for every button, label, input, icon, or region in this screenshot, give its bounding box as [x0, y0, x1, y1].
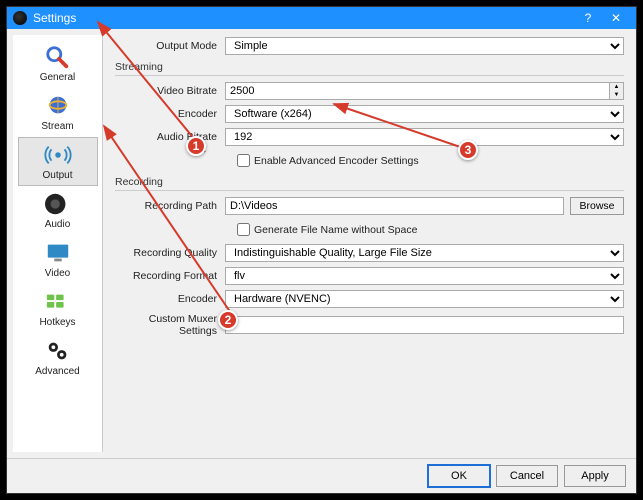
globe-icon — [43, 93, 73, 119]
footer: OK Cancel Apply — [7, 458, 636, 493]
sidebar-item-output[interactable]: Output — [18, 137, 98, 186]
sidebar-item-stream[interactable]: Stream — [18, 88, 98, 137]
sidebar-item-advanced[interactable]: Advanced — [18, 333, 98, 382]
sidebar-item-label: Hotkeys — [39, 317, 75, 328]
row-adv-encoder-checkbox: Enable Advanced Encoder Settings — [233, 151, 624, 170]
stream-encoder-label: Encoder — [115, 108, 225, 120]
cancel-button[interactable]: Cancel — [496, 465, 558, 487]
browse-button[interactable]: Browse — [570, 197, 624, 215]
row-recording-format: Recording Format flv — [115, 267, 624, 285]
recording-encoder-select[interactable]: Hardware (NVENC) — [225, 290, 624, 308]
recording-encoder-label: Encoder — [115, 293, 225, 305]
adv-encoder-checkbox[interactable] — [237, 154, 250, 167]
gears-icon — [43, 338, 73, 364]
row-gen-filename-checkbox: Generate File Name without Space — [233, 220, 624, 239]
spin-buttons[interactable]: ▲ ▼ — [610, 82, 624, 100]
stream-encoder-select[interactable]: Software (x264) — [225, 105, 624, 123]
adv-encoder-checkbox-label: Enable Advanced Encoder Settings — [254, 155, 419, 167]
sidebar-item-hotkeys[interactable]: Hotkeys — [18, 284, 98, 333]
audio-bitrate-label: Audio Bitrate — [115, 131, 225, 143]
recording-format-select[interactable]: flv — [225, 267, 624, 285]
annotation-callout: 2 — [218, 310, 238, 330]
audio-bitrate-select[interactable]: 192 — [225, 128, 624, 146]
row-stream-encoder: Encoder Software (x264) — [115, 105, 624, 123]
sidebar-item-audio[interactable]: Audio — [18, 186, 98, 235]
recording-quality-select[interactable]: Indistinguishable Quality, Large File Si… — [225, 244, 624, 262]
video-bitrate-label: Video Bitrate — [115, 85, 225, 97]
content-pane: Output Mode Simple Streaming Video Bitra… — [103, 29, 636, 458]
sidebar-item-video[interactable]: Video — [18, 235, 98, 284]
body-area: General Stream — [7, 29, 636, 458]
sidebar-item-label: General — [40, 72, 76, 83]
app-icon — [13, 11, 27, 25]
help-button[interactable]: ? — [574, 11, 602, 25]
apply-button[interactable]: Apply — [564, 465, 626, 487]
annotation-callout: 1 — [186, 136, 206, 156]
window-title: Settings — [33, 11, 574, 25]
row-recording-quality: Recording Quality Indistinguishable Qual… — [115, 244, 624, 262]
video-bitrate-input[interactable] — [225, 82, 610, 100]
speaker-icon — [43, 191, 73, 217]
recording-path-input[interactable] — [225, 197, 564, 215]
sidebar-item-label: Advanced — [35, 366, 79, 377]
recording-path-label: Recording Path — [115, 200, 225, 212]
ok-button[interactable]: OK — [428, 465, 490, 487]
broadcast-icon — [43, 142, 73, 168]
keyboard-icon — [43, 289, 73, 315]
outer-frame: Settings ? ✕ General — [0, 0, 643, 500]
close-button[interactable]: ✕ — [602, 11, 630, 25]
gen-filename-checkbox[interactable] — [237, 223, 250, 236]
sidebar-item-label: Output — [42, 170, 72, 181]
search-gear-icon — [43, 44, 73, 70]
output-mode-select[interactable]: Simple — [225, 37, 624, 55]
titlebar: Settings ? ✕ — [7, 7, 636, 29]
row-recording-encoder: Encoder Hardware (NVENC) — [115, 290, 624, 308]
row-video-bitrate: Video Bitrate ▲ ▼ — [115, 82, 624, 100]
recording-format-label: Recording Format — [115, 270, 225, 282]
spin-down-icon[interactable]: ▼ — [610, 91, 623, 99]
streaming-group-label: Streaming — [115, 61, 624, 76]
sidebar-item-general[interactable]: General — [18, 39, 98, 88]
recording-group-label: Recording — [115, 176, 624, 191]
sidebar-item-label: Audio — [45, 219, 71, 230]
row-muxer: Custom Muxer Settings — [115, 313, 624, 337]
annotation-callout: 3 — [458, 140, 478, 160]
muxer-input[interactable] — [225, 316, 624, 334]
recording-quality-label: Recording Quality — [115, 247, 225, 259]
sidebar-item-label: Video — [45, 268, 70, 279]
row-recording-path: Recording Path Browse — [115, 197, 624, 215]
monitor-icon — [43, 240, 73, 266]
video-bitrate-spin[interactable]: ▲ ▼ — [225, 82, 624, 100]
spin-up-icon[interactable]: ▲ — [610, 83, 623, 91]
output-mode-label: Output Mode — [115, 40, 225, 52]
sidebar: General Stream — [13, 35, 103, 452]
row-output-mode: Output Mode Simple — [115, 37, 624, 55]
muxer-label: Custom Muxer Settings — [115, 313, 225, 337]
gen-filename-checkbox-label: Generate File Name without Space — [254, 224, 417, 236]
settings-window: Settings ? ✕ General — [6, 6, 637, 494]
sidebar-item-label: Stream — [41, 121, 73, 132]
